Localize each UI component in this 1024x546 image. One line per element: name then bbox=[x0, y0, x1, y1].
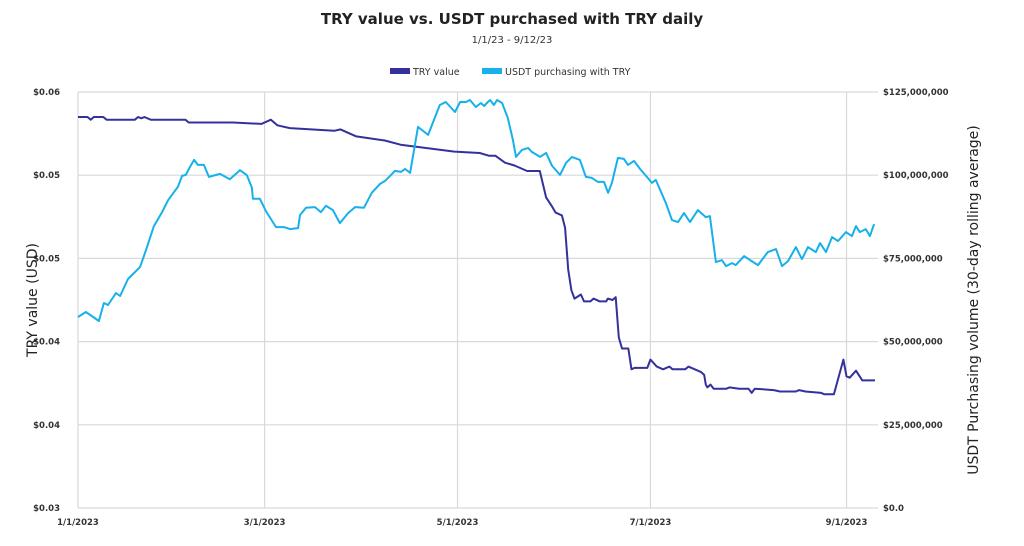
chart-subtitle: 1/1/23 - 9/12/23 bbox=[472, 35, 553, 46]
x-tick-label: 9/1/2023 bbox=[826, 518, 868, 528]
y2-tick-label: $100,000,000 bbox=[883, 171, 949, 181]
y-tick-label: $0.05 bbox=[33, 254, 60, 264]
y2-axis-label: USDT Purchasing volume (30-day rolling a… bbox=[966, 125, 982, 475]
y-tick-label: $0.04 bbox=[33, 421, 60, 431]
series-line-try-value bbox=[78, 116, 875, 396]
series-line-usdt-purchasing bbox=[77, 99, 876, 322]
chart-title: TRY value vs. USDT purchased with TRY da… bbox=[321, 10, 704, 28]
y2-tick-label: $50,000,000 bbox=[883, 338, 943, 348]
y-tick-label: $0.05 bbox=[33, 171, 60, 181]
x-tick-label: 5/1/2023 bbox=[437, 518, 479, 528]
y2-tick-label: $75,000,000 bbox=[883, 254, 943, 264]
legend-label-try: TRY value bbox=[412, 67, 460, 78]
legend: TRY value USDT purchasing with TRY bbox=[390, 67, 631, 78]
x-tick-label: 3/1/2023 bbox=[244, 518, 286, 528]
y-tick-label: $0.04 bbox=[33, 338, 60, 348]
x-tick-label: 1/1/2023 bbox=[57, 518, 99, 528]
legend-label-usdt: USDT purchasing with TRY bbox=[505, 67, 631, 78]
y2-tick-label: $125,000,000 bbox=[883, 88, 949, 98]
y-tick-label: $0.06 bbox=[33, 88, 60, 98]
y-axis-label: TRY value (USD) bbox=[25, 243, 41, 358]
x-tick-label: 7/1/2023 bbox=[630, 518, 672, 528]
y2-tick-label: $0.0 bbox=[883, 504, 904, 514]
y-tick-label: $0.03 bbox=[33, 504, 60, 514]
legend-swatch-usdt bbox=[482, 68, 502, 74]
legend-swatch-try bbox=[390, 68, 410, 74]
y2-tick-label: $25,000,000 bbox=[883, 421, 943, 431]
